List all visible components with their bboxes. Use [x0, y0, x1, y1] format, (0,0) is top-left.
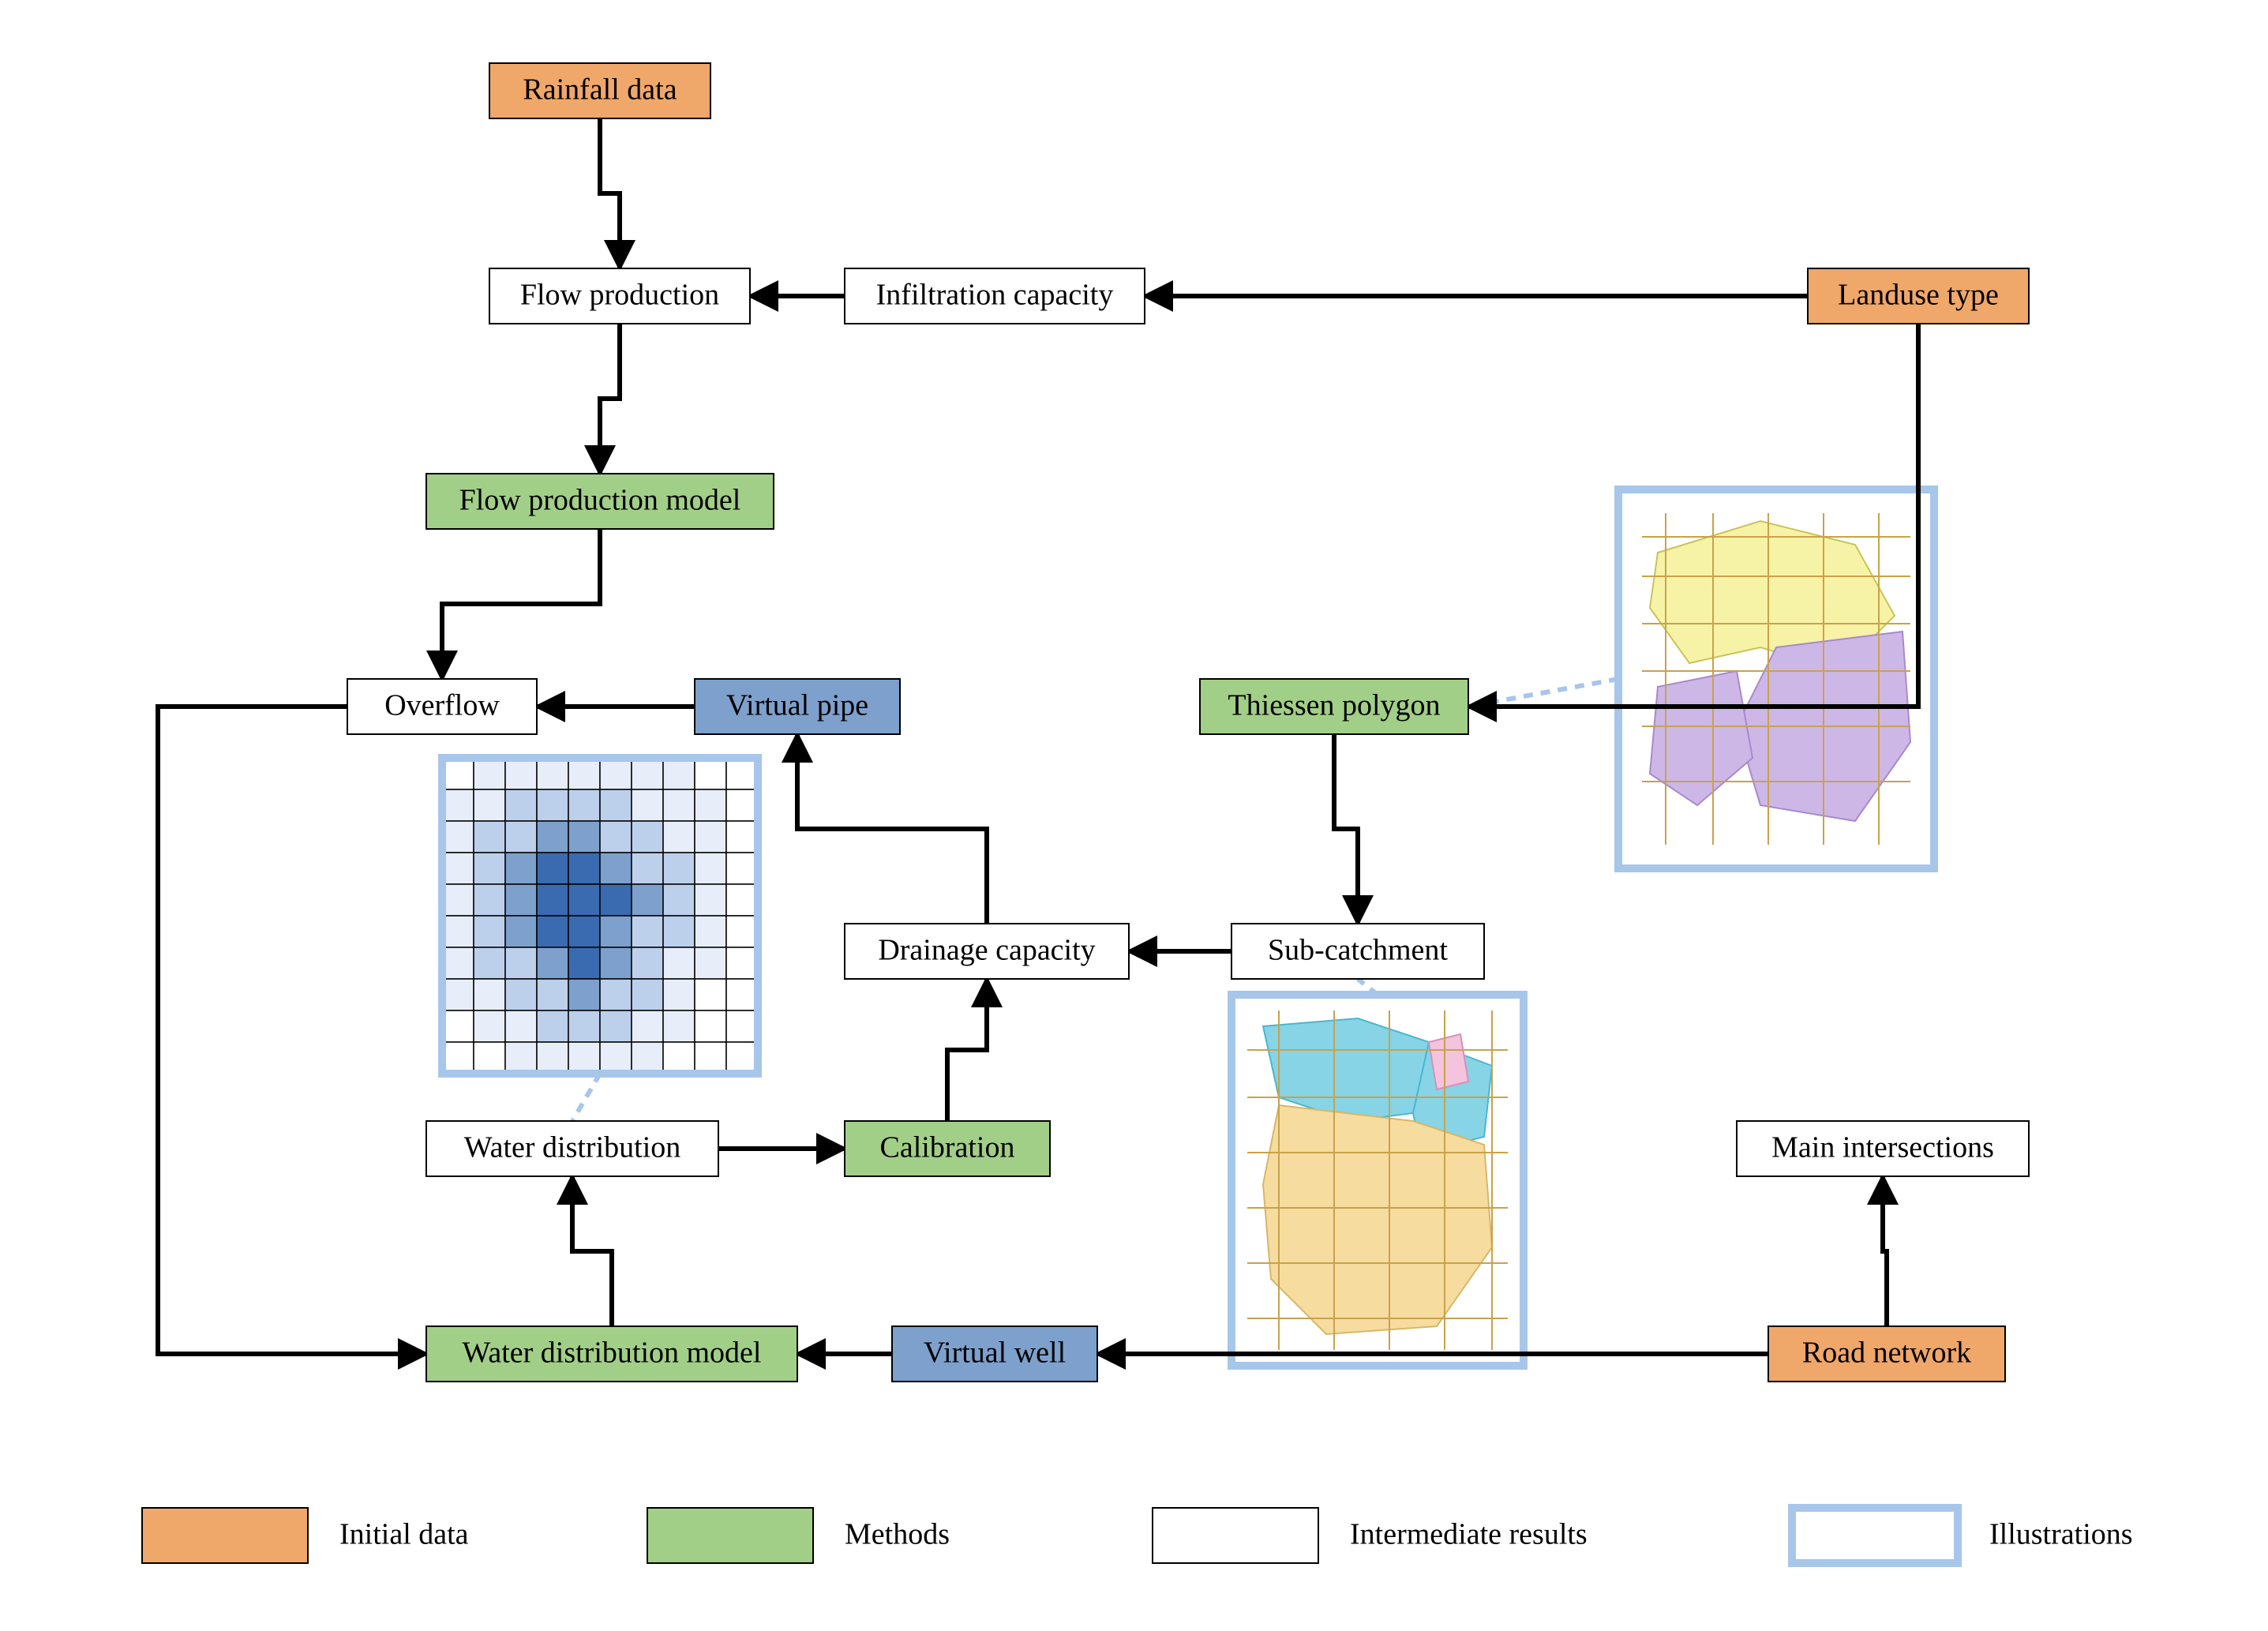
legend-label: Methods [845, 1518, 950, 1551]
node-label: Calibration [880, 1131, 1015, 1164]
node-main-intersections: Main intersections [1737, 1121, 2029, 1176]
node-drainage-capacity: Drainage capacity [845, 924, 1129, 979]
node-virtual-pipe: Virtual pipe [695, 679, 900, 734]
flowchart-edge [600, 118, 620, 268]
node-landuse-type: Landuse type [1808, 268, 2029, 324]
node-label: Overflow [384, 689, 500, 722]
legend-item-method: Methods [647, 1508, 950, 1563]
flowchart-edge [158, 707, 426, 1354]
node-road-network: Road network [1768, 1326, 2005, 1382]
node-flow-production: Flow production [489, 268, 750, 324]
illustration-subcatchment-map [1231, 995, 1524, 1366]
flowchart-edge [947, 979, 987, 1121]
node-label: Thiessen polygon [1228, 689, 1440, 722]
legend-label: Intermediate results [1350, 1518, 1588, 1551]
node-overflow: Overflow [347, 679, 537, 734]
node-sub-catchment: Sub-catchment [1231, 924, 1484, 979]
node-thiessen-polygon: Thiessen polygon [1200, 679, 1468, 734]
node-label: Water distribution [464, 1131, 681, 1164]
node-water-distribution: Water distribution [426, 1121, 718, 1176]
flowchart-edge [1883, 1176, 1887, 1326]
flowchart-edge [797, 734, 987, 924]
node-flow-prod-model: Flow production model [426, 474, 774, 529]
legend-item-illustration: Illustrations [1792, 1508, 2133, 1563]
legend-label: Initial data [339, 1518, 469, 1551]
flowchart-edge [600, 324, 620, 474]
node-water-dist-model: Water distribution model [426, 1326, 797, 1382]
legend-item-initial: Initial data [142, 1508, 469, 1563]
node-infiltration-capacity: Infiltration capacity [845, 268, 1145, 324]
flowchart-edge [572, 1176, 612, 1326]
node-virtual-well: Virtual well [892, 1326, 1097, 1382]
node-label: Virtual pipe [726, 689, 868, 722]
legend-item-intermediate: Intermediate results [1153, 1508, 1588, 1563]
node-label: Landuse type [1838, 279, 1999, 312]
node-label: Flow production model [459, 484, 741, 517]
illustration-landuse-map [1618, 489, 1934, 868]
illustration-connector [1468, 679, 1618, 707]
node-label: Road network [1802, 1337, 1971, 1370]
node-label: Main intersections [1771, 1131, 1994, 1164]
illustration-grid [442, 758, 758, 1074]
node-label: Rainfall data [523, 73, 677, 107]
node-label: Sub-catchment [1268, 934, 1448, 967]
flowchart-edge [1334, 734, 1358, 924]
node-rainfall-data: Rainfall data [489, 63, 710, 118]
node-label: Infiltration capacity [876, 279, 1114, 312]
illustration-connector [572, 1074, 600, 1121]
legend: Initial data Methods Intermediate results I… [142, 1508, 2133, 1563]
legend-label: Illustrations [1989, 1518, 2133, 1551]
node-label: Flow production [520, 279, 719, 312]
node-label: Drainage capacity [878, 934, 1095, 967]
node-label: Virtual well [924, 1337, 1066, 1370]
flowchart-edge [442, 529, 600, 679]
node-calibration: Calibration [845, 1121, 1050, 1176]
node-label: Water distribution model [463, 1337, 762, 1370]
flowchart-diagram: Rainfall data Flow production Infiltration… [0, 0, 2268, 1631]
